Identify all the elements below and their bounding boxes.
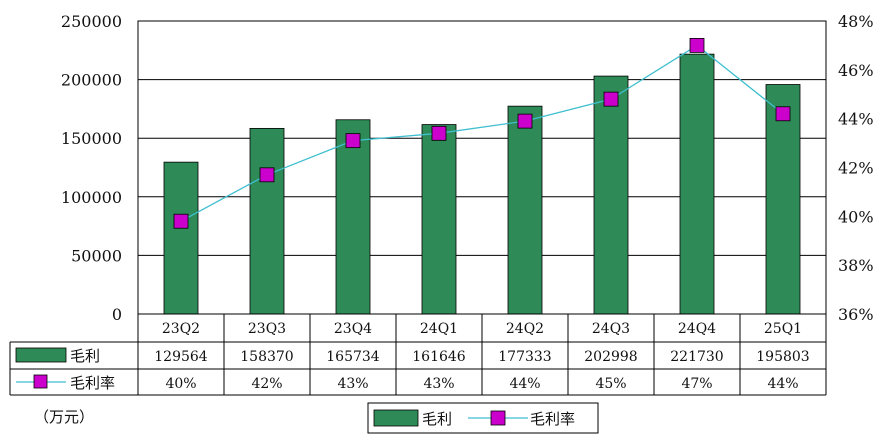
y-left-tick-label: 100000	[61, 188, 122, 207]
legend-bar-swatch	[373, 409, 419, 427]
row-swatch-marker	[33, 374, 48, 389]
bar-data-label: 221730	[670, 349, 723, 365]
x-tick-label: 24Q2	[506, 321, 544, 337]
bar	[507, 105, 543, 315]
legend: 毛利 毛利率	[367, 402, 599, 434]
bar-data-label: 177333	[498, 349, 551, 365]
x-tick-label: 24Q4	[678, 321, 716, 337]
bar-data-label: 161646	[412, 349, 466, 365]
point	[431, 125, 447, 141]
y-right-tick-label: 48%	[838, 12, 874, 31]
y-right-tick-label: 46%	[838, 61, 874, 80]
point	[173, 213, 189, 229]
margin-data-label: 42%	[251, 376, 282, 392]
bar-data-label: 158370	[240, 349, 293, 365]
point	[775, 106, 791, 122]
plot-frame	[137, 20, 827, 315]
x-tick-label: 24Q3	[592, 321, 630, 337]
gridlines	[138, 20, 826, 256]
bar	[249, 127, 285, 315]
margin-data-label: 47%	[681, 376, 712, 392]
x-tick-label: 25Q1	[764, 321, 802, 337]
y-right-tick-label: 42%	[838, 159, 874, 178]
x-tick-label: 23Q3	[248, 321, 286, 337]
bar-data-label: 195803	[756, 349, 809, 365]
axes: 0 50000 100000 150000 200000 250000 36% 38% 40% 4…	[61, 12, 874, 324]
margin-data-label: 40%	[165, 376, 196, 392]
y-left-tick-label: 150000	[61, 129, 122, 148]
y-right-tick-label: 36%	[838, 305, 874, 324]
data-table: 23Q2 129564 40% 23Q3 158370 42% 23Q4 165734 43% 2…	[9, 314, 827, 396]
row-swatch-bar	[15, 347, 67, 363]
point	[689, 38, 705, 53]
bar	[421, 124, 457, 315]
bar	[163, 161, 199, 315]
x-tick-label: 23Q2	[162, 321, 200, 337]
x-tick-label: 23Q4	[334, 321, 372, 337]
margin-data-label: 44%	[509, 376, 540, 392]
bar-data-label: 129564	[154, 349, 208, 365]
row-label-gross-margin: 毛利率	[70, 374, 115, 392]
y-left-tick-label: 0	[112, 305, 122, 324]
margin-data-label: 44%	[767, 376, 798, 392]
bar-data-label: 202998	[584, 349, 637, 365]
legend-label-gross-margin: 毛利率	[530, 410, 575, 428]
point	[259, 167, 275, 183]
y-left-tick-label: 200000	[61, 71, 122, 90]
bar	[679, 53, 715, 315]
point	[345, 133, 361, 149]
y-right-tick-label: 38%	[838, 256, 874, 275]
bar-data-label: 165734	[326, 349, 380, 365]
bars	[163, 53, 801, 315]
y-right-tick-label: 44%	[838, 110, 874, 129]
y-left-tick-label: 50000	[71, 246, 122, 265]
unit-label: （万元）	[34, 408, 94, 426]
y-left-tick-label: 250000	[61, 12, 122, 31]
margin-data-label: 43%	[337, 376, 368, 392]
margin-line-path	[180, 44, 784, 222]
legend-label-gross-profit: 毛利	[422, 410, 452, 428]
point	[603, 91, 619, 107]
bar	[765, 84, 801, 315]
legend-marker-swatch	[490, 410, 506, 426]
bar	[335, 119, 371, 315]
x-tick-label: 24Q1	[420, 321, 458, 337]
margin-line	[173, 38, 791, 229]
y-right-tick-label: 40%	[838, 207, 874, 226]
point	[517, 113, 533, 129]
bar	[593, 75, 629, 315]
margin-data-label: 43%	[423, 376, 454, 392]
margin-data-label: 45%	[595, 376, 626, 392]
row-label-gross-profit: 毛利	[70, 347, 100, 365]
